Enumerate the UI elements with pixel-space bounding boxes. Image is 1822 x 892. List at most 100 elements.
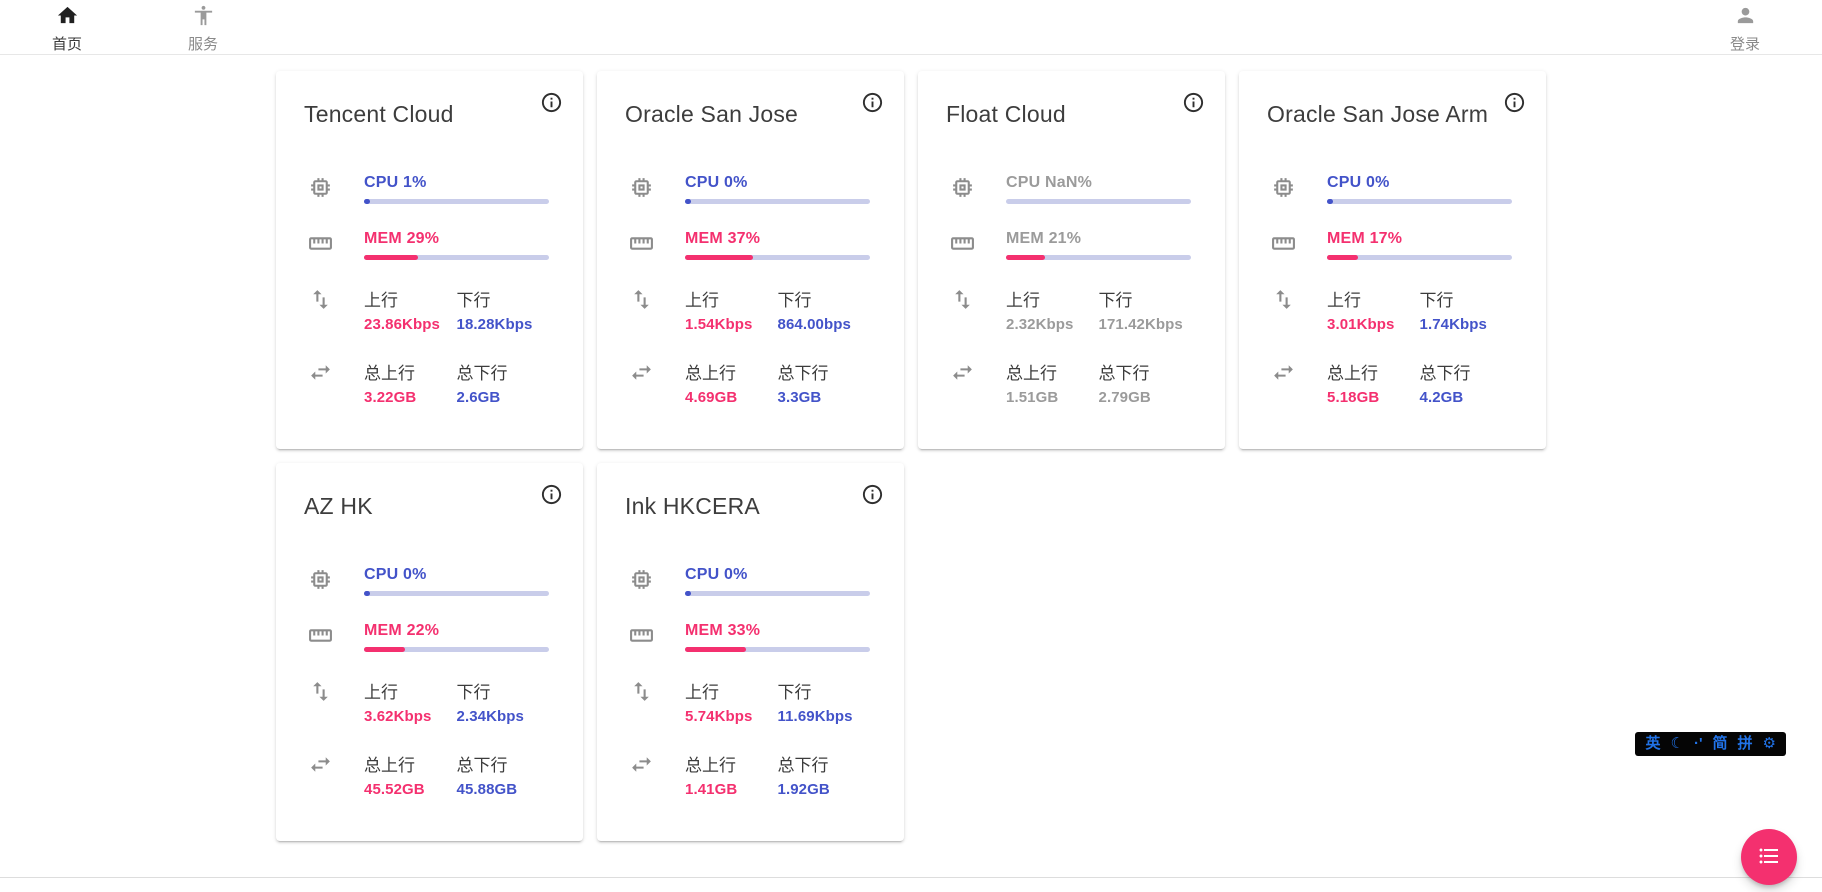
total-upload-value: 45.52GB bbox=[364, 781, 425, 798]
download-speed-value: 2.34Kbps bbox=[456, 708, 524, 725]
mem-usage-label: MEM 29% bbox=[364, 230, 440, 247]
swap-horizontal-icon bbox=[1271, 360, 1296, 385]
download-label: 下行 bbox=[456, 683, 491, 702]
net-speed-row: 上行 2.32Kbps 下行 171.42Kbps bbox=[918, 286, 1225, 333]
download-label: 下行 bbox=[777, 683, 812, 702]
memory-ruler-icon bbox=[308, 623, 333, 648]
cpu-row: CPU NaN% bbox=[918, 174, 1225, 204]
nav-login-label: 登录 bbox=[1729, 36, 1760, 53]
home-icon bbox=[56, 4, 79, 32]
total-download-value: 2.79GB bbox=[1098, 389, 1151, 406]
ime-settings-gear-icon[interactable]: ⚙ bbox=[1762, 735, 1776, 752]
net-total-row: 总上行 3.22GB 总下行 2.6GB bbox=[276, 359, 583, 406]
mem-row: MEM 37% bbox=[597, 230, 904, 260]
cpu-usage-label: CPU NaN% bbox=[1006, 174, 1093, 191]
cpu-progress-fill bbox=[364, 591, 370, 596]
server-card: Oracle San Jose Arm CPU 0% bbox=[1239, 71, 1546, 449]
nav-home-label: 首页 bbox=[51, 36, 82, 53]
total-download-value: 3.3GB bbox=[777, 389, 822, 406]
total-upload-label: 总上行 bbox=[685, 756, 736, 775]
memory-ruler-icon bbox=[308, 231, 333, 256]
memory-ruler-icon bbox=[1271, 231, 1296, 256]
cpu-progress-fill bbox=[364, 199, 370, 204]
cpu-chip-icon bbox=[629, 567, 654, 592]
cpu-chip-icon bbox=[308, 567, 333, 592]
ime-scheme-indicator[interactable]: 拼 bbox=[1737, 735, 1753, 752]
info-icon bbox=[540, 92, 563, 118]
nav-item-login[interactable]: 登录 bbox=[1708, 0, 1782, 54]
info-button[interactable] bbox=[861, 91, 884, 114]
nav-item-services[interactable]: 服务 bbox=[166, 0, 240, 54]
cpu-usage-label: CPU 0% bbox=[685, 566, 748, 583]
mem-progress-fill bbox=[364, 647, 405, 652]
upload-label: 上行 bbox=[685, 291, 719, 310]
total-upload-value: 5.18GB bbox=[1327, 389, 1380, 406]
net-total-row: 总上行 1.51GB 总下行 2.79GB bbox=[918, 359, 1225, 406]
upload-label: 上行 bbox=[1006, 291, 1040, 310]
cpu-progress-fill bbox=[685, 199, 691, 204]
bulleted-list-icon bbox=[1757, 844, 1781, 871]
net-speed-row: 上行 1.54Kbps 下行 864.00bps bbox=[597, 286, 904, 333]
server-stats: CPU 0% MEM 22% bbox=[276, 566, 583, 798]
ime-punctuation-indicator[interactable]: ·' bbox=[1693, 735, 1703, 752]
net-total-row: 总上行 4.69GB 总下行 3.3GB bbox=[597, 359, 904, 406]
swap-horizontal-icon bbox=[629, 752, 654, 777]
total-download-label: 总下行 bbox=[1098, 364, 1150, 383]
mem-progress-bar bbox=[685, 255, 870, 260]
ime-language-indicator[interactable]: 英 bbox=[1645, 735, 1661, 752]
mem-row: MEM 21% bbox=[918, 230, 1225, 260]
download-speed-value: 18.28Kbps bbox=[456, 316, 533, 333]
ime-charset-indicator[interactable]: 简 bbox=[1712, 735, 1728, 752]
total-upload-label: 总上行 bbox=[685, 364, 736, 383]
swap-vertical-icon bbox=[629, 287, 654, 312]
total-download-label: 总下行 bbox=[456, 364, 508, 383]
info-button[interactable] bbox=[861, 483, 884, 506]
server-name: Tencent Cloud bbox=[304, 101, 454, 127]
cpu-chip-icon bbox=[1271, 175, 1296, 200]
download-speed-value: 171.42Kbps bbox=[1098, 316, 1183, 333]
info-button[interactable] bbox=[540, 483, 563, 506]
cpu-chip-icon bbox=[629, 175, 654, 200]
cpu-progress-bar bbox=[685, 199, 870, 204]
total-upload-value: 1.41GB bbox=[685, 781, 738, 798]
cpu-progress-fill bbox=[685, 591, 691, 596]
cpu-row: CPU 0% bbox=[1239, 174, 1546, 204]
swap-horizontal-icon bbox=[308, 752, 333, 777]
info-button[interactable] bbox=[1503, 91, 1526, 114]
cpu-usage-label: CPU 0% bbox=[685, 174, 748, 191]
nav-services-label: 服务 bbox=[187, 36, 218, 53]
net-speed-row: 上行 5.74Kbps 下行 11.69Kbps bbox=[597, 678, 904, 725]
server-stats: CPU NaN% MEM 21% bbox=[918, 174, 1225, 406]
mem-row: MEM 17% bbox=[1239, 230, 1546, 260]
nav-right-group: 登录 bbox=[1708, 0, 1782, 54]
mem-usage-label: MEM 33% bbox=[685, 622, 761, 639]
mem-row: MEM 29% bbox=[276, 230, 583, 260]
mem-progress-fill bbox=[685, 647, 747, 652]
total-download-label: 总下行 bbox=[777, 756, 829, 775]
download-label: 下行 bbox=[456, 291, 491, 310]
cpu-progress-bar bbox=[364, 199, 549, 204]
server-card: AZ HK CPU 0% bbox=[276, 463, 583, 841]
total-upload-value: 1.51GB bbox=[1006, 389, 1059, 406]
upload-label: 上行 bbox=[364, 291, 398, 310]
info-button[interactable] bbox=[1182, 91, 1205, 114]
swap-horizontal-icon bbox=[629, 360, 654, 385]
ime-fullwidth-moon-icon[interactable]: ☾ bbox=[1670, 735, 1684, 752]
server-card: Tencent Cloud CPU 1% bbox=[276, 71, 583, 449]
nav-item-home[interactable]: 首页 bbox=[30, 0, 104, 54]
total-download-value: 4.2GB bbox=[1419, 389, 1464, 406]
server-name: Ink HKCERA bbox=[625, 493, 760, 519]
total-download-value: 45.88GB bbox=[456, 781, 518, 798]
mem-row: MEM 33% bbox=[597, 622, 904, 652]
upload-speed-value: 3.01Kbps bbox=[1327, 316, 1395, 333]
memory-ruler-icon bbox=[629, 231, 654, 256]
mem-progress-fill bbox=[685, 255, 754, 260]
info-button[interactable] bbox=[540, 91, 563, 114]
footer-divider bbox=[0, 877, 1822, 892]
cpu-row: CPU 0% bbox=[597, 566, 904, 596]
server-list-fab[interactable] bbox=[1741, 829, 1797, 885]
download-label: 下行 bbox=[777, 291, 812, 310]
upload-speed-value: 1.54Kbps bbox=[685, 316, 753, 333]
mem-progress-fill bbox=[364, 255, 418, 260]
top-navbar: 首页 服务 登录 bbox=[0, 0, 1822, 55]
